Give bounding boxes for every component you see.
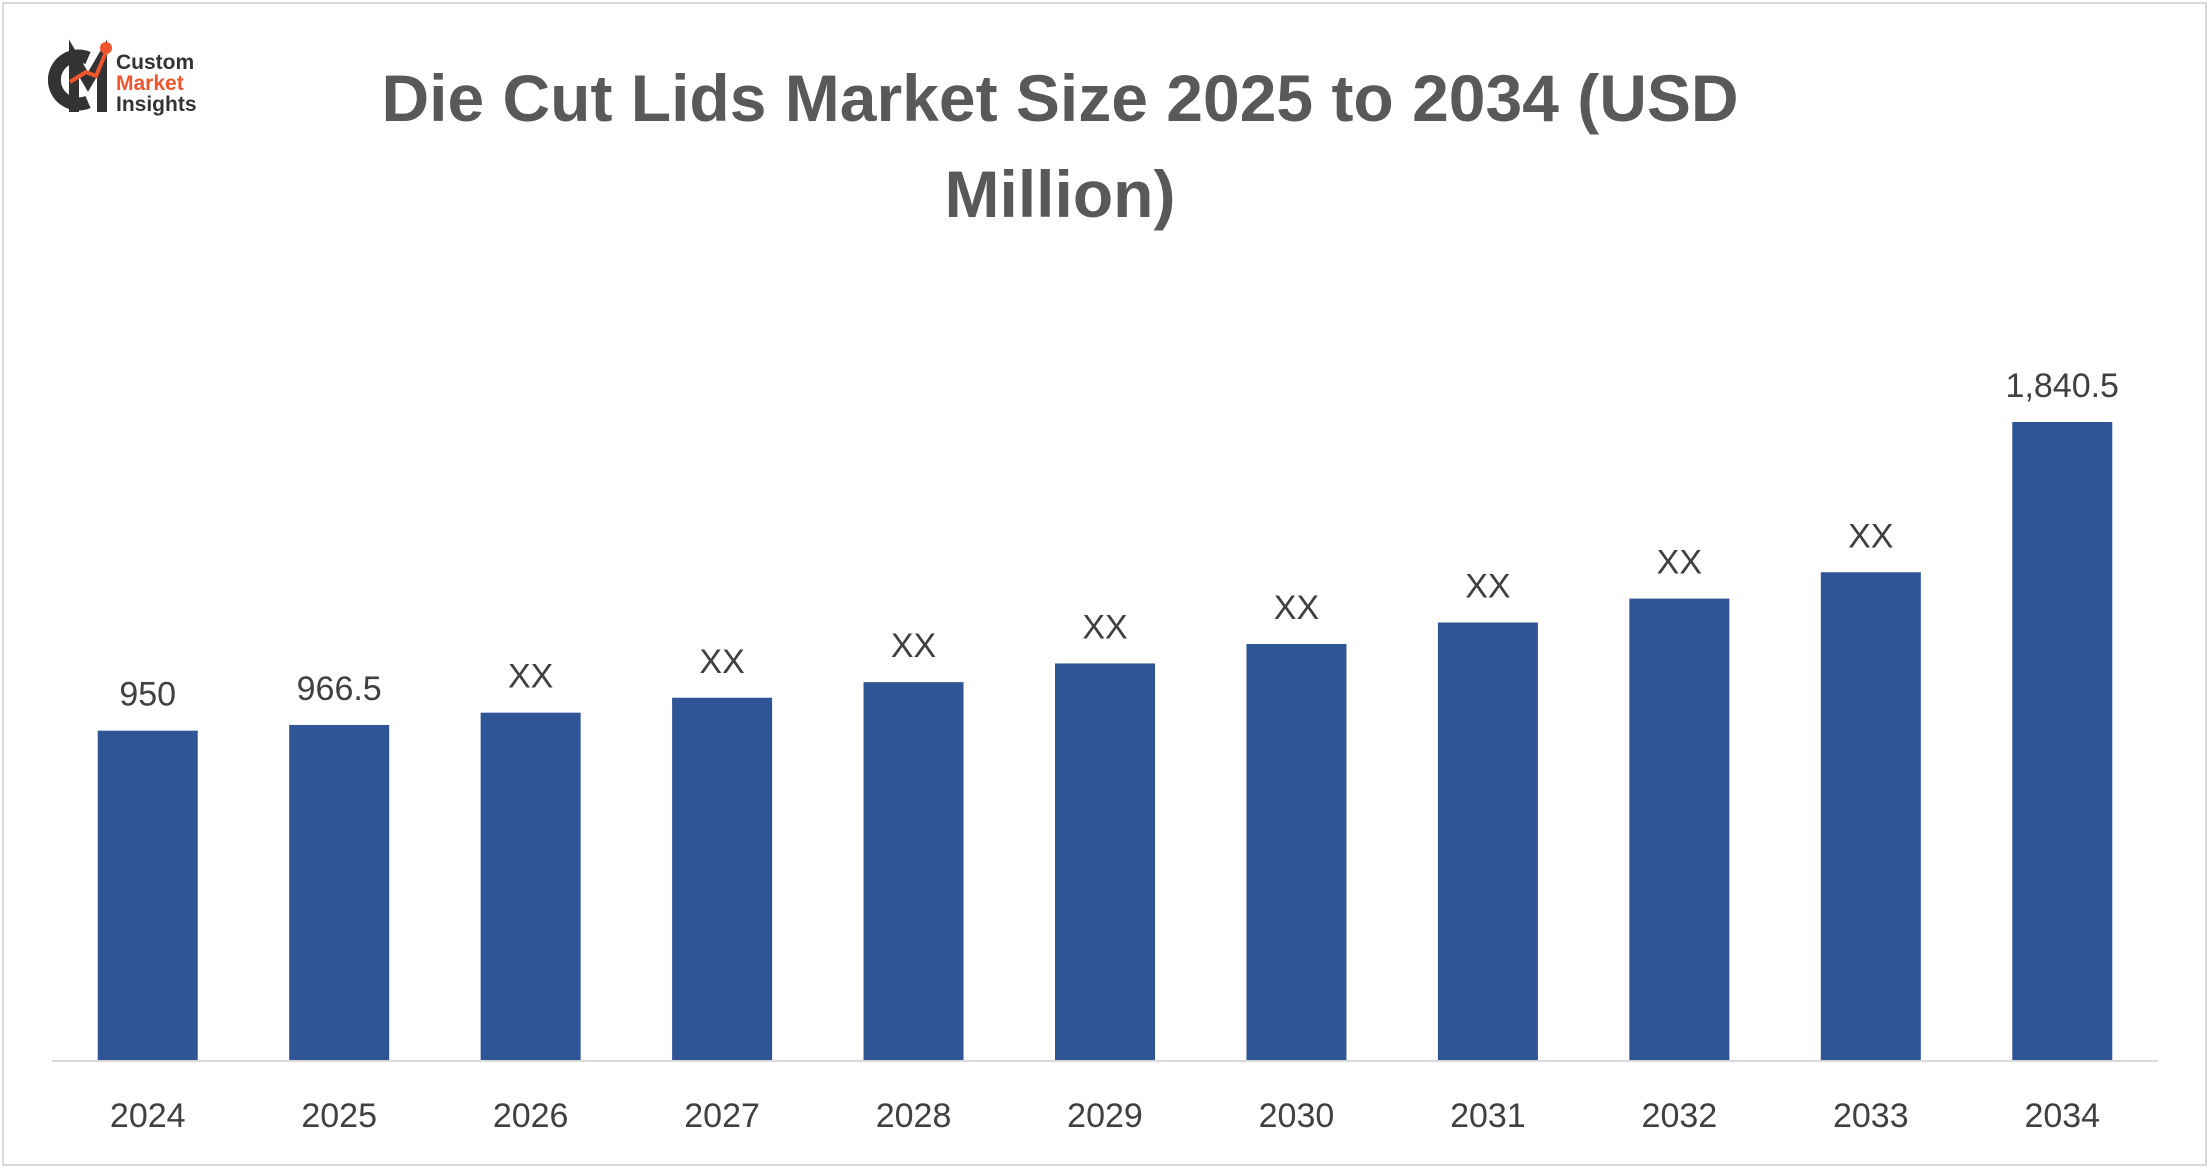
bar-2024 [97,730,198,1060]
data-label-2030: XX [1274,589,1319,627]
bar-2029 [1055,663,1155,1060]
x-tick-label-2025: 2025 [301,1097,377,1135]
x-tick-label-2033: 2033 [1833,1097,1909,1135]
logo-line-insights: Insights [116,93,197,116]
x-tick-label-2028: 2028 [876,1097,952,1135]
data-label-2032: XX [1657,544,1702,582]
bar-2025 [289,724,390,1060]
logo-dot [100,42,112,54]
data-label-2033: XX [1848,517,1893,555]
x-tick-label-2030: 2030 [1259,1097,1335,1135]
x-tick-label-2034: 2034 [2024,1097,2100,1135]
data-label-2027: XX [699,643,744,681]
data-label-2024: 950 [119,676,176,714]
bar-2031 [1437,622,1538,1060]
bar-2027 [672,697,773,1060]
data-label-2029: XX [1082,608,1127,646]
chart-title-line-2: Million) [944,157,1176,231]
custom-market-insights-logo [47,39,112,112]
logo-line-custom: Custom [116,51,195,74]
data-label-2031: XX [1465,568,1510,606]
bar-2032 [1629,598,1730,1060]
logo-m-mark [69,39,107,112]
x-tick-label-2032: 2032 [1642,1097,1718,1135]
data-label-2025: 966.5 [297,670,382,708]
chart-title: Die Cut Lids Market Size 2025 to 2034 (U… [260,50,1860,242]
data-label-2034: 1,840.5 [2006,367,2119,405]
logo-line-market: Market [116,72,184,95]
logo-text: Custom Market Insights [116,52,197,115]
x-tick-label-2024: 2024 [110,1097,186,1135]
chart-title-line-1: Die Cut Lids Market Size 2025 to 2034 (U… [381,61,1739,135]
x-tick-label-2027: 2027 [684,1097,760,1135]
bar-2030 [1246,644,1347,1060]
logo-trend-line [68,51,108,84]
x-tick-label-2031: 2031 [1450,1097,1526,1135]
bar-2026 [480,712,581,1060]
bar-2034 [2012,422,2113,1060]
x-tick-label-2026: 2026 [493,1097,569,1135]
x-tick-label-2029: 2029 [1067,1097,1143,1135]
bar-2028 [863,682,964,1060]
bar-2033 [1820,572,1921,1060]
data-label-2028: XX [891,627,936,665]
data-label-2026: XX [508,658,553,696]
